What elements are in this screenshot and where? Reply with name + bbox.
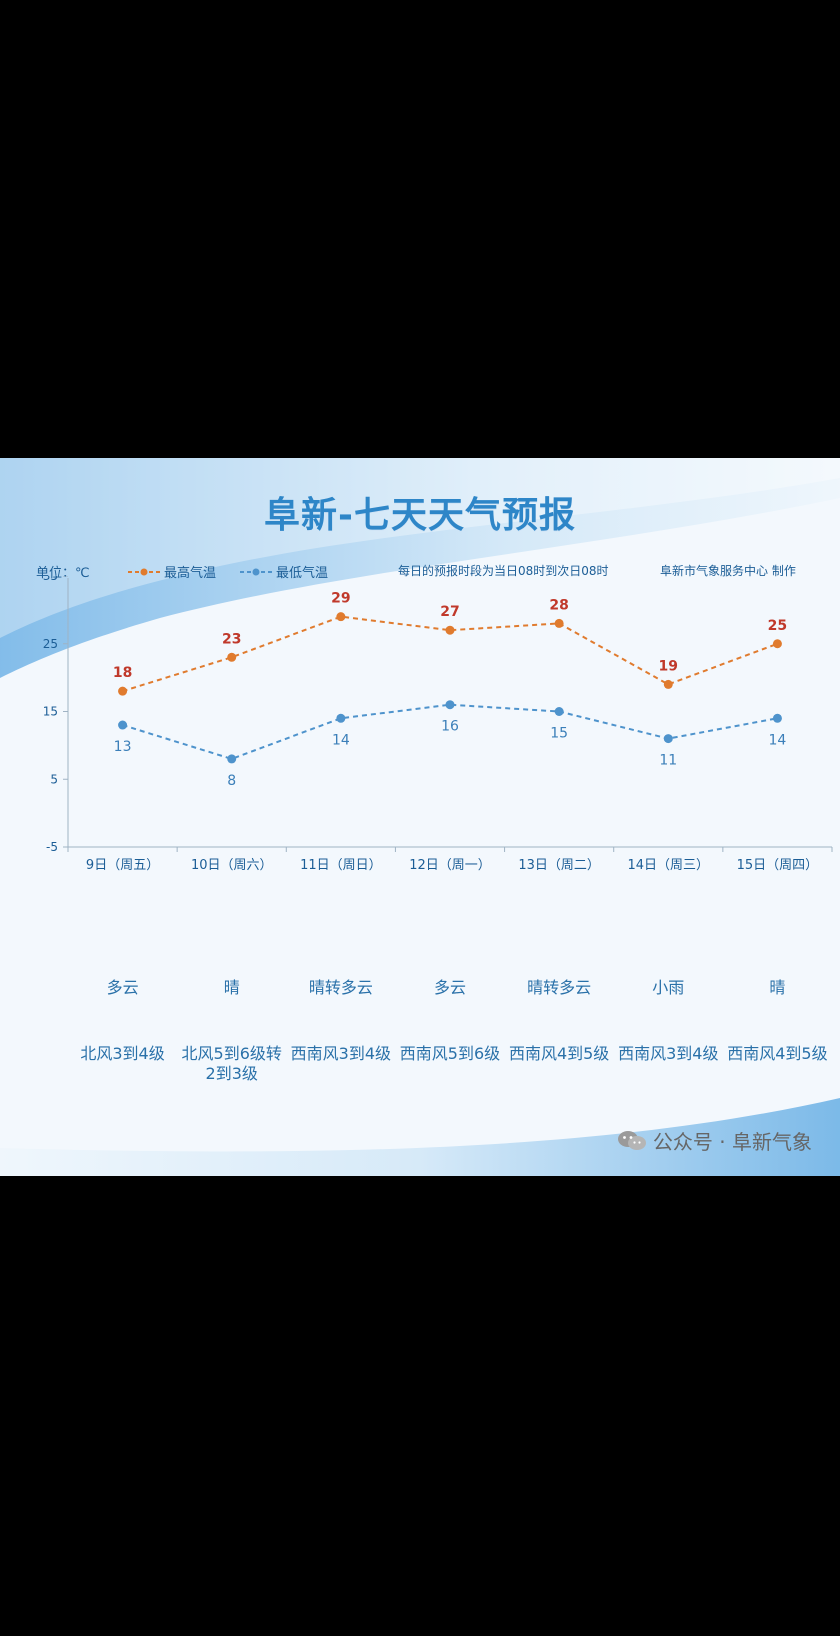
data-point [227,754,237,764]
data-point [118,686,128,696]
x-tick-label: 12日（周一） [409,858,491,873]
weather-cell: 晴 [769,978,786,997]
data-point [554,707,564,716]
data-point [445,700,455,710]
wechat-icon [617,1130,646,1150]
data-point [554,618,564,628]
wind-cell: 西南风4到5级 [508,1044,610,1063]
producer-note: 阜新市气象服务中心 制作 [660,564,796,578]
unit-label: 单位：℃ [36,566,90,581]
legend-low-swatch [240,568,272,575]
data-label: 19 [659,658,678,674]
data-point [227,652,237,662]
weather-cell: 小雨 [652,978,685,997]
legend-low: 最低气温 [240,562,328,581]
wind-cell: 西南风4到5级 [727,1044,828,1063]
x-tick-label: 9日（周五） [86,858,159,873]
legend-high-swatch [128,568,160,575]
wind-cell: 北风3到4级 [80,1044,165,1063]
data-label: 8 [227,773,236,789]
wind-cell: 北风5到6级转2到3级 [181,1044,282,1083]
data-label: 14 [769,732,787,748]
data-point [663,679,673,689]
weather-cell: 晴 [223,978,240,997]
weather-row: 多云 晴 晴转多云 多云 晴转多云 小雨 晴 [68,978,832,998]
card-background [0,458,840,1176]
forecast-card: 阜新-七天天气预报 单位：℃ 最高气温 最低气温 每日的预报时段为当日08时到次… [0,458,840,1176]
y-tick-label: 25 [43,637,58,651]
forecast-period-note: 每日的预报时段为当日08时到次日08时 [398,564,609,578]
weather-cell: 晴转多云 [527,978,592,997]
data-label: 13 [114,739,132,755]
temperature-chart: -5 5 15 25 35 9日（周五） 10日（周六） 11日（周日） 12日（周一） 13日（… [43,576,833,873]
data-point [445,625,455,635]
data-label: 11 [659,753,677,769]
data-label: 25 [768,618,787,634]
x-tick-label: 14日（周三） [628,858,710,873]
data-label: 16 [441,719,459,735]
chart-title: 阜新-七天天气预报 [264,495,576,536]
wind-cell: 西南风3到4级 [618,1044,719,1063]
weather-cell: 多云 [106,978,139,997]
x-tick-label: 10日（周六） [191,858,273,873]
data-label: 29 [331,591,350,607]
weather-cell: 晴转多云 [308,978,373,997]
legend-high-label: 最高气温 [164,566,217,581]
watermark-text: 公众号 · 阜新气象 [652,1130,812,1154]
weather-cell: 多云 [433,978,466,997]
data-point [336,612,346,622]
data-point [118,720,128,730]
data-label: 28 [549,597,568,613]
data-point [772,713,782,723]
data-label: 27 [440,604,459,620]
data-point [336,713,346,723]
wind-row: 北风3到4级 北风5到6级转2到3级 西南风3到4级 西南风5到6级 西南风4到5级 西南… [68,1044,832,1084]
y-tick-label: -5 [46,840,58,854]
x-tick-label: 15日（周四） [737,858,819,873]
x-tick-label: 11日（周日） [300,858,382,873]
legend-low-label: 最低气温 [276,566,329,581]
wind-cell: 西南风3到4级 [290,1044,392,1063]
legend-high: 最高气温 [128,562,216,581]
wechat-watermark: 公众号 · 阜新气象 [617,1126,812,1155]
data-label: 23 [222,631,241,647]
data-label: 18 [113,665,132,681]
y-tick-label: 5 [50,772,58,786]
data-point [663,734,673,744]
data-label: 14 [332,732,350,748]
wind-cell: 西南风5到6级 [399,1044,501,1063]
data-point [772,639,782,649]
data-label: 15 [550,726,568,742]
y-tick-label: 15 [43,705,58,719]
x-tick-label: 13日（周二） [518,858,600,873]
y-tick-label: 35 [43,576,58,583]
